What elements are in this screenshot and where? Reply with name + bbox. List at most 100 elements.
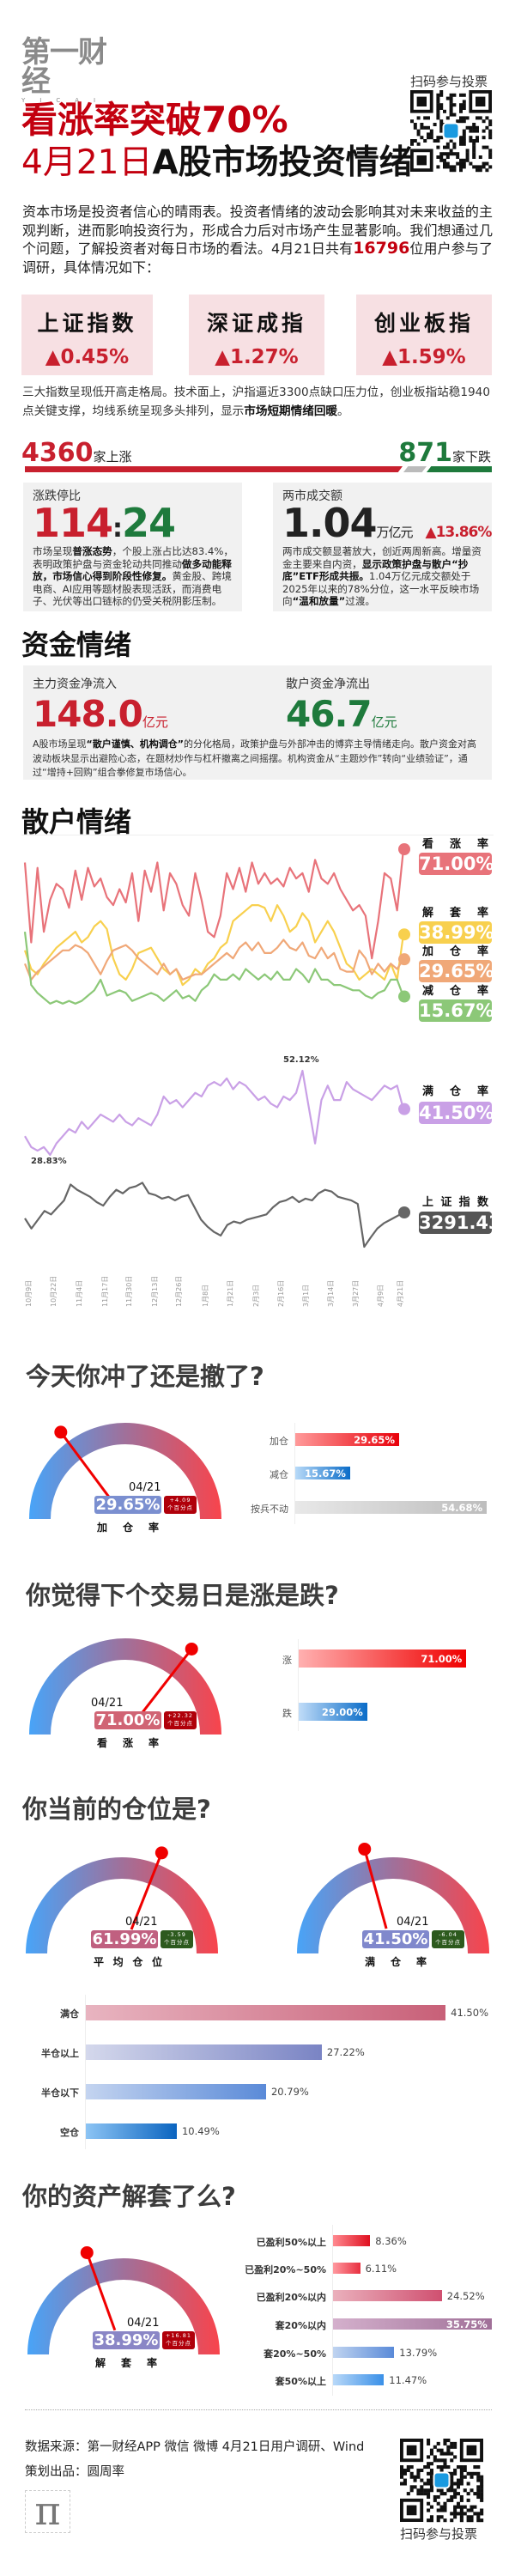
qr-module bbox=[449, 109, 453, 113]
qr-module bbox=[409, 2475, 414, 2479]
qr-module bbox=[453, 2445, 457, 2449]
emphasis-text: 市场短期情绪回暖 bbox=[244, 404, 338, 418]
x-tick-label: 12月13日 bbox=[151, 1275, 159, 1307]
qr-module bbox=[427, 2465, 431, 2470]
qr-module bbox=[459, 2471, 464, 2476]
qr-module bbox=[456, 129, 460, 133]
qr-module bbox=[469, 139, 473, 143]
gauge-needle bbox=[59, 1431, 112, 1499]
series-end-dot bbox=[398, 1206, 410, 1218]
qr-module bbox=[439, 2468, 444, 2472]
gauge-needle-tip bbox=[185, 1642, 198, 1656]
qr-module bbox=[445, 129, 450, 133]
qr-module bbox=[416, 2488, 421, 2493]
emphasis-text: “温和放量” bbox=[292, 595, 346, 608]
qr-module bbox=[413, 125, 417, 130]
qr-module bbox=[446, 2448, 451, 2452]
qr-module bbox=[449, 149, 453, 153]
qr-module bbox=[456, 2465, 461, 2470]
qr-finder bbox=[400, 2498, 424, 2522]
qr-module bbox=[416, 2468, 421, 2472]
qr-module bbox=[433, 2475, 437, 2479]
qr-module bbox=[439, 2451, 444, 2456]
headline: 看涨率突破70% bbox=[21, 99, 288, 141]
qr-module bbox=[433, 2445, 437, 2449]
qr-module bbox=[403, 2482, 407, 2486]
qr-module bbox=[429, 2482, 433, 2486]
qr-module bbox=[409, 2485, 414, 2489]
qr-finder bbox=[403, 2501, 421, 2519]
qr-module bbox=[445, 152, 450, 156]
qr-module bbox=[466, 2508, 470, 2512]
qr-module bbox=[478, 168, 482, 173]
qr-module bbox=[427, 2488, 431, 2493]
qr-module bbox=[427, 2455, 431, 2459]
qr-module bbox=[439, 2505, 444, 2509]
qr-module bbox=[466, 2515, 470, 2519]
series-end-dot bbox=[398, 843, 410, 855]
qr-module bbox=[450, 2482, 454, 2486]
qr-module bbox=[449, 100, 453, 104]
qr-module bbox=[423, 2482, 427, 2486]
series-last-value: 41.50% bbox=[419, 1102, 494, 1124]
qr-module bbox=[436, 2482, 440, 2486]
qr-module bbox=[436, 2515, 440, 2519]
qr-module bbox=[413, 123, 417, 126]
qr-module bbox=[433, 2494, 437, 2500]
gauge-needle bbox=[140, 1648, 193, 1716]
series-name-char: 率 bbox=[476, 1085, 488, 1098]
qr-module bbox=[452, 93, 457, 97]
qr-module bbox=[459, 2475, 464, 2479]
intro-text-end: 位用户参与了调研，具体情况如下： bbox=[22, 240, 493, 276]
qr-module bbox=[427, 2482, 431, 2486]
bar-label: 套50%以上 bbox=[275, 2375, 326, 2387]
series-name-char: 率 bbox=[476, 945, 488, 958]
bar-value: 11.47% bbox=[389, 2373, 427, 2386]
qr-module bbox=[459, 2518, 464, 2523]
qr-module bbox=[465, 152, 470, 156]
gauge-value: 61.99% bbox=[91, 1930, 158, 1948]
qr-module bbox=[472, 165, 476, 169]
index-card-shenzhen: 深证成指 ▲1.27% bbox=[189, 295, 324, 375]
qr-module bbox=[436, 96, 440, 100]
qr-module bbox=[465, 125, 470, 130]
qr-module bbox=[466, 2492, 470, 2496]
qr-module bbox=[476, 139, 479, 143]
qr-module bbox=[439, 158, 444, 162]
x-tick-label: 10月9日 bbox=[25, 1279, 33, 1307]
bar-label: 已盈利20%以内 bbox=[256, 2291, 326, 2303]
qr-module bbox=[439, 93, 444, 97]
bar-value: 71.00% bbox=[421, 1652, 463, 1665]
qr-module bbox=[427, 132, 430, 137]
qr-module bbox=[429, 2488, 433, 2493]
gauge-date: 04/21 bbox=[91, 1697, 124, 1710]
qr-module bbox=[416, 116, 421, 120]
series-line-减仓率 bbox=[23, 931, 405, 1005]
qr-module bbox=[488, 152, 493, 156]
qr-module bbox=[443, 158, 446, 162]
qr-module bbox=[436, 2501, 440, 2506]
qr-module bbox=[459, 2465, 464, 2470]
qr-module bbox=[413, 139, 417, 143]
gauge-delta: +4.09 个百分点 bbox=[164, 1496, 197, 1514]
qr-module bbox=[452, 145, 457, 149]
qr-module bbox=[449, 136, 453, 140]
bar-label: 套20%以内 bbox=[275, 2319, 326, 2331]
qr-module bbox=[450, 2488, 454, 2493]
gauge-needle bbox=[85, 2251, 117, 2331]
qr-module bbox=[450, 2498, 454, 2502]
gauge-date: 04/21 bbox=[127, 2317, 160, 2330]
qr-module bbox=[436, 100, 440, 104]
qr-module bbox=[443, 2505, 447, 2509]
qr-module bbox=[436, 139, 440, 143]
qr-module bbox=[423, 2465, 427, 2470]
qr-module bbox=[480, 2512, 484, 2516]
x-tick-label: 1月8日 bbox=[202, 1284, 209, 1307]
yicai-logo: 第一财经 YICAI bbox=[21, 38, 125, 104]
participant-count: 16796 bbox=[353, 239, 410, 258]
bar-axis bbox=[294, 1423, 295, 1524]
qr-module bbox=[452, 168, 457, 173]
qr-module bbox=[429, 2518, 433, 2523]
qr-module bbox=[439, 90, 444, 94]
series-name-char: 证 bbox=[440, 1196, 452, 1209]
